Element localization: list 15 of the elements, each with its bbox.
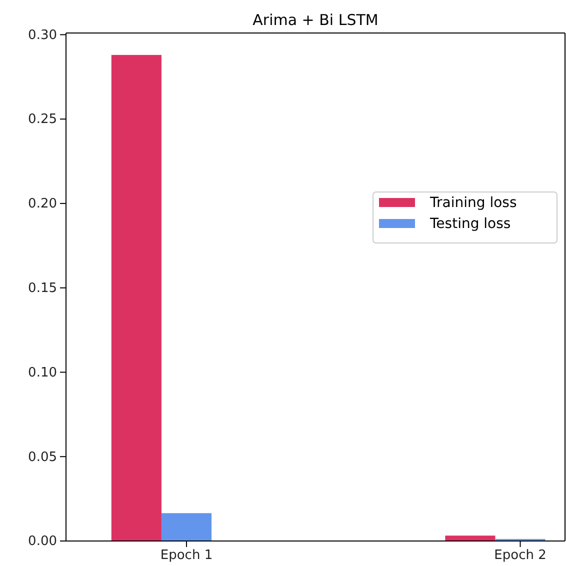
y-tick-label: 0.20 — [28, 196, 57, 212]
y-tick-label: 0.30 — [28, 28, 57, 43]
chart-title: Arima + Bi LSTM — [252, 11, 378, 29]
bar — [445, 536, 496, 541]
bar — [161, 513, 212, 541]
x-tick-label: Epoch 1 — [160, 548, 213, 564]
bar — [111, 54, 162, 541]
legend-label: Testing loss — [429, 216, 511, 232]
y-tick-label: 0.10 — [28, 365, 57, 380]
y-tick-label: 0.15 — [28, 281, 57, 296]
y-tick-label: 0.05 — [28, 450, 57, 465]
x-tick-label: Epoch 2 — [494, 548, 546, 564]
y-tick-label: 0.25 — [28, 112, 57, 128]
y-tick-label: 0.00 — [28, 534, 57, 550]
legend-label: Training loss — [429, 195, 517, 211]
